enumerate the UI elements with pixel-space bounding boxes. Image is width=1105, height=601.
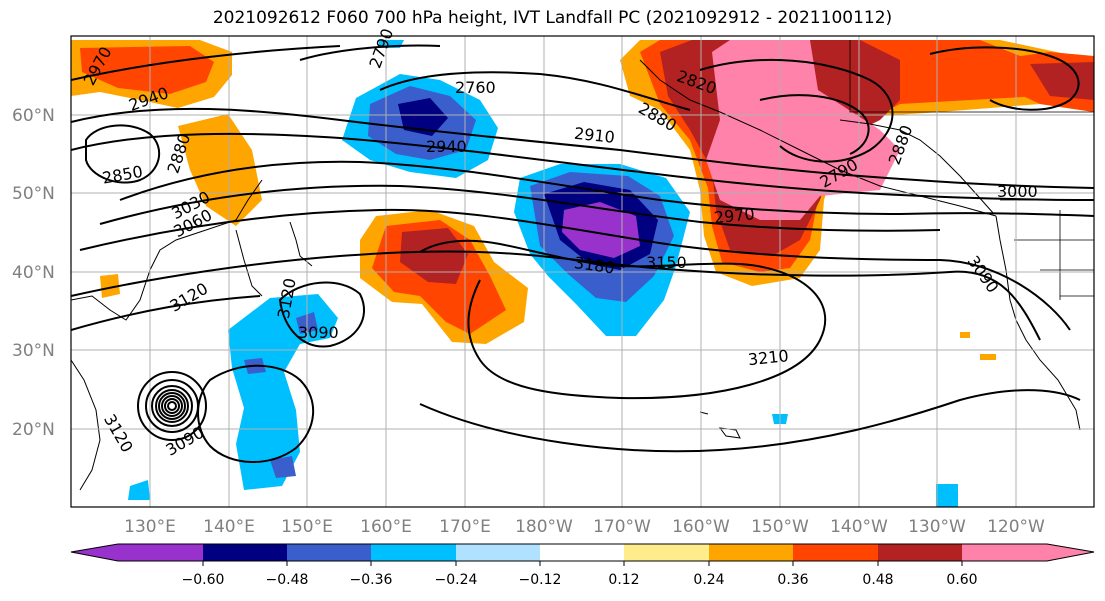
lon-label: 160°E <box>360 517 412 537</box>
lat-label: 30°N <box>12 341 55 361</box>
colorbar-segment <box>624 544 709 561</box>
negative-anomaly-fill <box>128 40 958 507</box>
colorbar-tick: −0.36 <box>350 572 393 588</box>
lon-label: 140°E <box>203 517 255 537</box>
colorbar-segment <box>878 544 962 561</box>
colorbar-segment <box>287 544 371 561</box>
lat-label: 20°N <box>12 420 55 440</box>
lon-label: 180°W <box>515 517 573 537</box>
lon-label: 120°W <box>987 517 1045 537</box>
colorbar-segment <box>456 544 540 561</box>
typhoon-contours <box>137 371 207 441</box>
colorbar-segment <box>540 544 624 561</box>
map-frame <box>70 35 1095 508</box>
colorbar-tick: −0.24 <box>435 572 478 588</box>
longitude-labels: 130°E 140°E 150°E 160°E 170°E 180°W 170°… <box>124 517 1045 537</box>
lon-label: 170°W <box>593 517 651 537</box>
contour-label: 3000 <box>997 182 1038 201</box>
colorbar-segment <box>71 544 203 561</box>
contour-label: 3090 <box>298 323 339 342</box>
colorbar-tick: 0.36 <box>777 572 808 588</box>
lat-label: 60°N <box>12 106 55 126</box>
lon-label: 140°W <box>830 517 888 537</box>
colorbar-segment <box>203 544 287 561</box>
lon-label: 170°E <box>439 517 491 537</box>
contour-label: 2760 <box>455 78 496 97</box>
contour-label: 2970 <box>713 204 755 227</box>
contour-label: 2940 <box>426 137 467 156</box>
colorbar-segment <box>709 544 793 561</box>
lon-label: 130°W <box>908 517 966 537</box>
colorbar-tick: −0.60 <box>182 572 225 588</box>
lon-label: 150°E <box>281 517 333 537</box>
colorbar-tick: 0.12 <box>608 572 639 588</box>
colorbar-tick: 0.24 <box>693 572 724 588</box>
lon-label: 160°W <box>672 517 730 537</box>
contour-label: 3210 <box>747 346 789 369</box>
lat-label: 40°N <box>12 263 55 283</box>
colorbar: −0.60 −0.48 −0.36 −0.24 −0.12 0.12 0.24 … <box>70 543 1095 588</box>
colorbar-tick: 0.48 <box>862 572 893 588</box>
lon-label: 150°W <box>751 517 809 537</box>
colorbar-segment <box>371 544 456 561</box>
lat-label: 50°N <box>12 184 55 204</box>
colorbar-tick: 0.60 <box>946 572 977 588</box>
gridlines <box>71 36 1094 507</box>
contour-label: 3150 <box>646 253 687 272</box>
colorbar-tick: −0.12 <box>519 572 562 588</box>
latitude-labels: 60°N 50°N 40°N 30°N 20°N <box>12 106 55 440</box>
contour-label: 2910 <box>573 124 615 147</box>
map-title: 2021092612 F060 700 hPa height, IVT Land… <box>212 8 893 28</box>
colorbar-segment <box>962 544 1094 561</box>
colorbar-tick: −0.48 <box>266 572 309 588</box>
height-contours <box>71 44 1094 464</box>
lon-label: 130°E <box>124 517 176 537</box>
colorbar-segment <box>793 544 878 561</box>
